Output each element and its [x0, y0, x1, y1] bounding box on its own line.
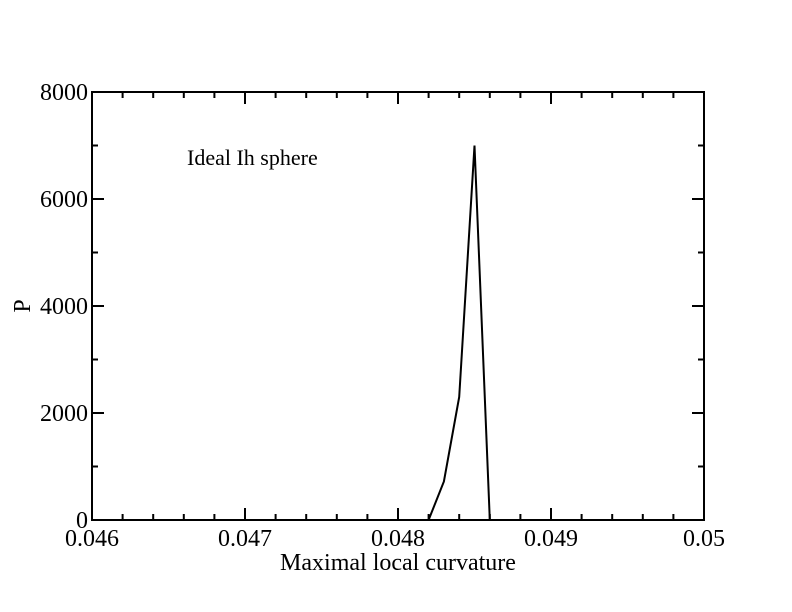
- x-tick-label: 0.046: [65, 526, 119, 552]
- series-line: [427, 145, 491, 521]
- y-tick-label: 4000: [40, 294, 88, 320]
- y-axis-label: P: [10, 299, 36, 312]
- annotation-label: Ideal Ih sphere: [187, 145, 318, 170]
- y-tick-label: 2000: [40, 401, 88, 427]
- y-tick-labels: 0 2000 4000 6000 8000: [40, 80, 88, 534]
- x-tick-label: 0.05: [683, 526, 725, 552]
- y-tick-label: 6000: [40, 187, 88, 213]
- x-tick-labels: 0.046 0.047 0.048 0.049 0.05: [65, 526, 725, 552]
- axis-ticks: [91, 91, 705, 521]
- x-tick-label: 0.048: [371, 526, 425, 552]
- y-tick-label: 8000: [40, 80, 88, 106]
- x-axis-label: Maximal local curvature: [280, 550, 516, 576]
- x-tick-label: 0.049: [524, 526, 578, 552]
- x-tick-label: 0.047: [218, 526, 272, 552]
- y-tick-label: 0: [76, 508, 88, 534]
- plot-frame: [91, 91, 705, 521]
